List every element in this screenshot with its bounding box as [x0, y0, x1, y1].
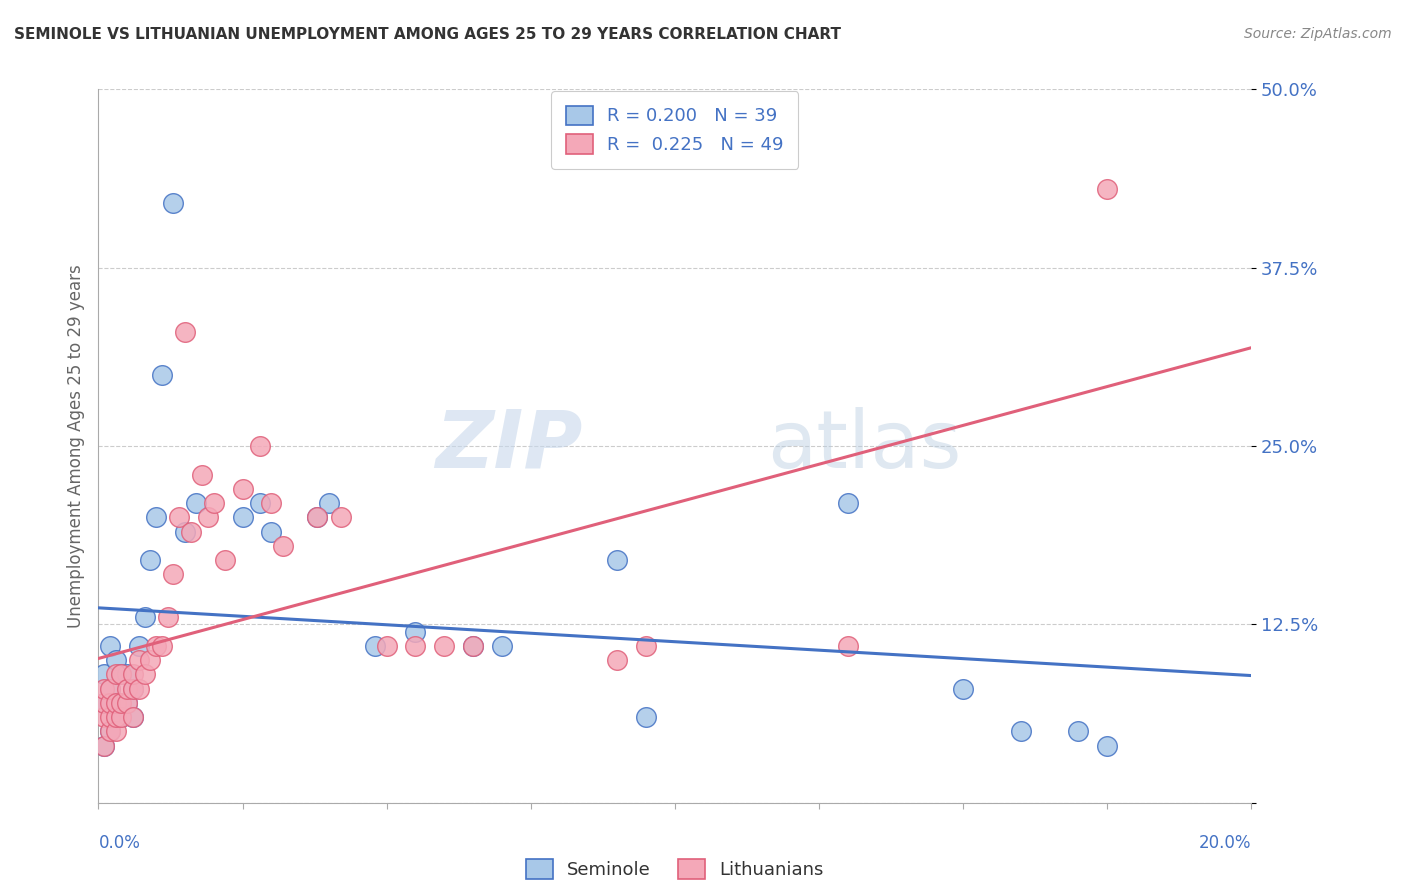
Point: [197, 510, 219, 524]
Point: [433, 639, 456, 653]
Point: [180, 524, 202, 539]
Point: [128, 681, 150, 696]
Text: ZIP: ZIP: [436, 407, 582, 485]
Point: [98, 696, 121, 710]
Point: [260, 496, 283, 510]
Point: [307, 510, 329, 524]
Point: [491, 639, 513, 653]
Point: [134, 667, 156, 681]
Point: [128, 653, 150, 667]
Point: [837, 496, 859, 510]
Point: [405, 624, 427, 639]
Text: SEMINOLE VS LITHUANIAN UNEMPLOYMENT AMONG AGES 25 TO 29 YEARS CORRELATION CHART: SEMINOLE VS LITHUANIAN UNEMPLOYMENT AMON…: [14, 27, 841, 42]
Point: [122, 710, 145, 724]
Point: [93, 739, 115, 753]
Point: [174, 524, 197, 539]
Point: [93, 681, 115, 696]
Point: [214, 553, 236, 567]
Point: [156, 610, 179, 624]
Point: [375, 639, 398, 653]
Point: [231, 510, 254, 524]
Point: [1097, 182, 1119, 196]
Point: [117, 667, 138, 681]
Point: [122, 681, 145, 696]
Point: [110, 667, 132, 681]
Point: [110, 667, 132, 681]
Point: [249, 439, 271, 453]
Point: [98, 681, 121, 696]
Y-axis label: Unemployment Among Ages 25 to 29 years: Unemployment Among Ages 25 to 29 years: [66, 264, 84, 628]
Point: [104, 696, 127, 710]
Point: [307, 510, 329, 524]
Point: [104, 710, 127, 724]
Text: 20.0%: 20.0%: [1199, 834, 1251, 852]
Point: [174, 325, 197, 339]
Point: [139, 653, 162, 667]
Point: [606, 653, 628, 667]
Point: [837, 639, 859, 653]
Point: [636, 710, 658, 724]
Point: [93, 696, 115, 710]
Point: [134, 610, 156, 624]
Point: [139, 553, 162, 567]
Point: [117, 696, 138, 710]
Point: [93, 696, 115, 710]
Point: [1010, 724, 1032, 739]
Point: [1097, 739, 1119, 753]
Point: [110, 710, 132, 724]
Point: [202, 496, 225, 510]
Point: [98, 724, 121, 739]
Point: [98, 724, 121, 739]
Point: [461, 639, 484, 653]
Point: [461, 639, 484, 653]
Point: [110, 696, 132, 710]
Point: [162, 567, 184, 582]
Point: [122, 681, 145, 696]
Point: [167, 510, 190, 524]
Point: [1067, 724, 1090, 739]
Point: [606, 553, 628, 567]
Point: [191, 467, 214, 482]
Point: [98, 681, 121, 696]
Point: [104, 667, 127, 681]
Point: [122, 667, 145, 681]
Text: atlas: atlas: [768, 407, 962, 485]
Point: [260, 524, 283, 539]
Point: [271, 539, 294, 553]
Point: [93, 667, 115, 681]
Point: [364, 639, 387, 653]
Point: [122, 710, 145, 724]
Point: [162, 196, 184, 211]
Point: [104, 710, 127, 724]
Point: [145, 639, 167, 653]
Point: [104, 724, 127, 739]
Text: Source: ZipAtlas.com: Source: ZipAtlas.com: [1244, 27, 1392, 41]
Text: 0.0%: 0.0%: [98, 834, 141, 852]
Point: [150, 639, 173, 653]
Point: [329, 510, 352, 524]
Point: [231, 482, 254, 496]
Legend: Seminole, Lithuanians: Seminole, Lithuanians: [519, 852, 831, 887]
Point: [93, 739, 115, 753]
Point: [318, 496, 340, 510]
Point: [186, 496, 208, 510]
Point: [150, 368, 173, 382]
Point: [249, 496, 271, 510]
Point: [104, 696, 127, 710]
Point: [110, 710, 132, 724]
Point: [952, 681, 974, 696]
Point: [104, 653, 127, 667]
Point: [128, 639, 150, 653]
Point: [405, 639, 427, 653]
Point: [145, 510, 167, 524]
Point: [117, 696, 138, 710]
Point: [98, 710, 121, 724]
Point: [93, 710, 115, 724]
Point: [636, 639, 658, 653]
Point: [117, 681, 138, 696]
Point: [98, 639, 121, 653]
